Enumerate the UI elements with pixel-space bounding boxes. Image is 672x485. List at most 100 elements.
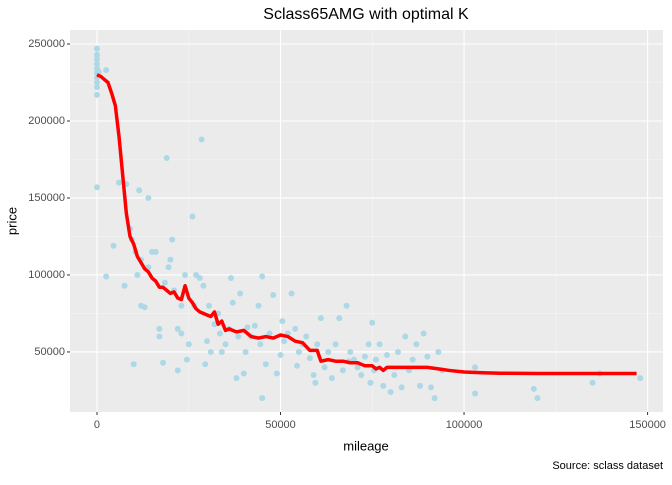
panel [70, 30, 663, 412]
point [367, 379, 374, 386]
point [259, 273, 266, 280]
point [420, 330, 427, 337]
point [354, 364, 361, 371]
point [240, 370, 247, 377]
point [321, 364, 328, 371]
point [325, 348, 332, 355]
point [227, 275, 234, 282]
point [402, 333, 409, 340]
point [93, 61, 100, 68]
point [328, 375, 335, 382]
point [95, 68, 102, 75]
point [244, 324, 251, 331]
point [169, 236, 176, 243]
point [472, 364, 479, 371]
point [222, 341, 229, 348]
point [292, 325, 299, 332]
x-tick-label: 50000 [265, 419, 296, 431]
point [257, 341, 264, 348]
point [242, 348, 249, 355]
point [167, 256, 174, 263]
point [266, 330, 273, 337]
point [237, 290, 244, 297]
point [317, 315, 324, 322]
point [262, 361, 269, 368]
point [229, 299, 236, 306]
point [534, 395, 541, 402]
point [428, 384, 435, 391]
point [198, 136, 205, 143]
point [310, 372, 317, 379]
y-tick-label: 200000 [28, 115, 65, 127]
point [431, 395, 438, 402]
caption: Source: sclass dataset [552, 460, 663, 472]
point [303, 333, 310, 340]
point [189, 213, 196, 220]
point [589, 379, 596, 386]
point [530, 385, 537, 392]
x-tick-label: 150000 [629, 419, 666, 431]
point [185, 341, 192, 348]
y-tick-label: 50000 [34, 346, 65, 358]
point [295, 348, 302, 355]
point [383, 352, 390, 359]
point [93, 79, 100, 86]
point [121, 282, 128, 289]
x-tick-label: 0 [94, 419, 100, 431]
point [380, 382, 387, 389]
point [141, 304, 148, 311]
point [165, 264, 172, 271]
point [235, 333, 242, 340]
point [110, 242, 117, 249]
y-tick-label: 150000 [28, 192, 65, 204]
chart-title: Sclass65AMG with optimal K [263, 6, 469, 23]
point [218, 348, 225, 355]
point [472, 390, 479, 397]
point [200, 282, 207, 289]
point [391, 372, 398, 379]
point [156, 325, 163, 332]
point [182, 271, 189, 278]
point [160, 359, 167, 366]
point [259, 395, 266, 402]
point [205, 302, 212, 309]
point [361, 353, 368, 360]
point [417, 382, 424, 389]
point [174, 325, 181, 332]
y-tick-label: 100000 [28, 269, 65, 281]
point [306, 355, 313, 362]
point [281, 338, 288, 345]
x-tick-label: 100000 [446, 419, 483, 431]
point [196, 275, 203, 282]
point [255, 302, 262, 309]
point [93, 56, 100, 63]
point [216, 330, 223, 337]
point [207, 348, 214, 355]
point [202, 361, 209, 368]
point [358, 372, 365, 379]
point [116, 179, 123, 186]
point [435, 348, 442, 355]
y-tick-label: 250000 [28, 38, 65, 50]
point [178, 330, 185, 337]
point [270, 291, 277, 298]
point [93, 84, 100, 91]
fit-line [96, 73, 637, 376]
point [130, 361, 137, 368]
point [273, 370, 280, 377]
point [145, 194, 152, 201]
point [294, 362, 301, 369]
point [332, 341, 339, 348]
point [387, 388, 394, 395]
point [93, 51, 100, 58]
point [178, 302, 185, 309]
point [136, 187, 143, 194]
point [288, 290, 295, 297]
point [314, 341, 321, 348]
point [376, 341, 383, 348]
point [134, 271, 141, 278]
point [93, 184, 100, 191]
point [156, 333, 163, 340]
x-axis-title: mileage [343, 438, 389, 453]
